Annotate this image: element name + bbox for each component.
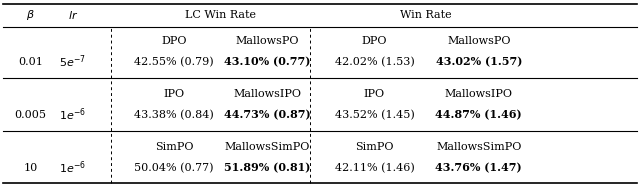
Text: 43.76% (1.47): 43.76% (1.47) <box>435 163 522 174</box>
Text: Win Rate: Win Rate <box>401 10 452 20</box>
Text: SimPO: SimPO <box>155 142 193 152</box>
Text: 43.02% (1.57): 43.02% (1.57) <box>436 57 522 67</box>
Text: 50.04% (0.77): 50.04% (0.77) <box>134 163 214 173</box>
Text: MallowsPO: MallowsPO <box>447 36 511 46</box>
Text: DPO: DPO <box>362 36 387 46</box>
Text: DPO: DPO <box>161 36 187 46</box>
Text: 0.01: 0.01 <box>19 57 43 67</box>
Text: MallowsIPO: MallowsIPO <box>234 89 301 99</box>
Text: 44.73% (0.87): 44.73% (0.87) <box>224 109 311 121</box>
Text: $1e^{-6}$: $1e^{-6}$ <box>60 160 86 176</box>
Text: MallowsPO: MallowsPO <box>236 36 300 46</box>
Text: 51.89% (0.81): 51.89% (0.81) <box>225 163 310 174</box>
Text: $\beta$: $\beta$ <box>26 8 35 22</box>
Text: MallowsIPO: MallowsIPO <box>445 89 513 99</box>
Text: 10: 10 <box>24 163 38 173</box>
Text: 0.005: 0.005 <box>15 110 47 120</box>
Text: 43.38% (0.84): 43.38% (0.84) <box>134 110 214 120</box>
Text: SimPO: SimPO <box>355 142 394 152</box>
Text: MallowsSimPO: MallowsSimPO <box>436 142 522 152</box>
Text: IPO: IPO <box>163 89 185 99</box>
Text: MallowsSimPO: MallowsSimPO <box>225 142 310 152</box>
Text: IPO: IPO <box>364 89 385 99</box>
Text: 43.10% (0.77): 43.10% (0.77) <box>225 57 310 67</box>
Text: $1e^{-6}$: $1e^{-6}$ <box>60 107 86 123</box>
Text: 42.55% (0.79): 42.55% (0.79) <box>134 57 214 67</box>
Text: $5e^{-7}$: $5e^{-7}$ <box>60 54 86 70</box>
Text: 44.87% (1.46): 44.87% (1.46) <box>435 109 522 121</box>
Text: 43.52% (1.45): 43.52% (1.45) <box>335 110 414 120</box>
Text: 42.11% (1.46): 42.11% (1.46) <box>335 163 414 173</box>
Text: LC Win Rate: LC Win Rate <box>186 10 256 20</box>
Text: $lr$: $lr$ <box>68 9 78 21</box>
Text: 42.02% (1.53): 42.02% (1.53) <box>335 57 414 67</box>
